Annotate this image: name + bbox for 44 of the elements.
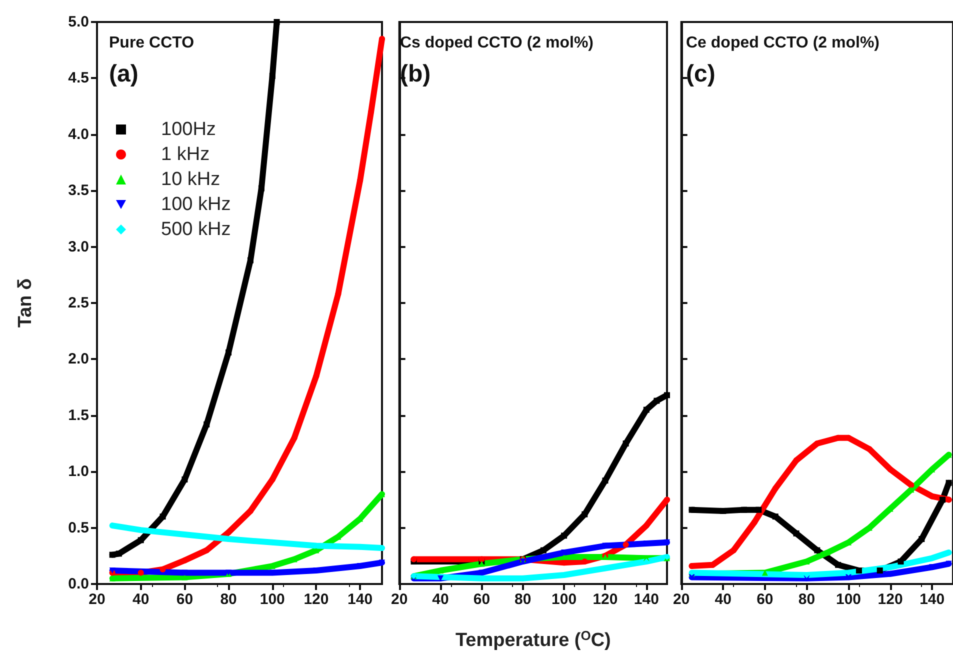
x-tick-label: 20 bbox=[673, 591, 690, 608]
x-tick-label: 120 bbox=[592, 591, 618, 608]
x-tick-label: 60 bbox=[176, 591, 194, 608]
legend-label: 10 kHz bbox=[161, 169, 220, 190]
x-tick-label: 40 bbox=[714, 591, 732, 608]
y-tick-label: 0.0 bbox=[68, 576, 89, 592]
annotation: (c) bbox=[686, 60, 716, 88]
x-tick-label: 140 bbox=[634, 591, 659, 608]
x-tick-label: 80 bbox=[514, 591, 532, 608]
annotation: Cs doped CCTO (2 mol%) bbox=[400, 34, 594, 52]
y-tick-label: 2.5 bbox=[68, 294, 89, 312]
x-tick-label: 20 bbox=[391, 591, 408, 608]
legend-label: 100 kHz bbox=[161, 194, 231, 215]
annotation: Ce doped CCTO (2 mol%) bbox=[686, 34, 880, 52]
y-tick-label: 2.0 bbox=[68, 350, 89, 368]
y-tick-label: 1.5 bbox=[68, 406, 89, 424]
y-tick-label: 3.0 bbox=[68, 238, 89, 256]
legend-label: 1 kHz bbox=[161, 144, 210, 165]
x-tick-label: 40 bbox=[132, 591, 150, 608]
x-tick-label: 80 bbox=[798, 591, 816, 608]
x-tick-label: 100 bbox=[552, 591, 577, 608]
x-tick-label: 80 bbox=[220, 591, 237, 608]
legend-label: 500 kHz bbox=[161, 219, 231, 240]
y-tick-label: 4.5 bbox=[68, 70, 89, 87]
x-tick-label: 140 bbox=[920, 591, 945, 608]
legend-label: 100Hz bbox=[161, 119, 216, 140]
y-tick-label: 4.0 bbox=[68, 126, 89, 143]
x-tick-label: 120 bbox=[878, 591, 903, 608]
y-tick-label: 0.5 bbox=[68, 519, 89, 536]
annotation: (a) bbox=[109, 60, 138, 88]
x-tick-label: 120 bbox=[304, 591, 329, 608]
x-tick-label: 100 bbox=[260, 591, 285, 608]
y-axis-title: Tan δ bbox=[15, 278, 36, 328]
x-tick-label: 20 bbox=[88, 591, 106, 608]
annotation: Pure CCTO bbox=[109, 34, 194, 52]
x-tick-label: 40 bbox=[432, 591, 449, 608]
annotation: (b) bbox=[400, 60, 431, 88]
x-tick-label: 100 bbox=[836, 591, 862, 608]
x-tick-label: 140 bbox=[348, 591, 373, 608]
y-tick-label: 1.0 bbox=[68, 463, 89, 480]
x-tick-label: 60 bbox=[473, 591, 490, 608]
y-tick-label: 5.0 bbox=[68, 14, 89, 30]
y-tick-label: 3.5 bbox=[68, 182, 89, 200]
x-tick-label: 60 bbox=[756, 591, 774, 608]
